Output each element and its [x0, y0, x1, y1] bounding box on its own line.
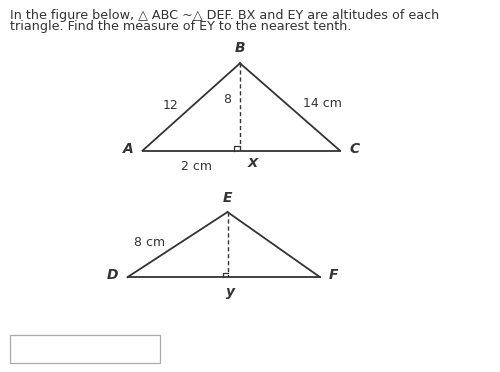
Text: triangle. Find the measure of EY to the nearest tenth.: triangle. Find the measure of EY to the … — [10, 20, 351, 33]
Text: X: X — [248, 157, 258, 170]
Text: C: C — [349, 142, 359, 156]
Text: y: y — [226, 285, 234, 299]
Text: 12: 12 — [163, 99, 178, 112]
Text: E: E — [223, 190, 232, 205]
Text: A: A — [122, 142, 134, 156]
Text: 2 cm: 2 cm — [180, 160, 212, 173]
Text: B: B — [234, 41, 246, 55]
Text: In the figure below, △ ABC ~△ DEF. BX and EY are altitudes of each: In the figure below, △ ABC ~△ DEF. BX an… — [10, 9, 440, 22]
Text: 8: 8 — [223, 93, 231, 106]
Text: F: F — [329, 268, 338, 282]
Text: 8 cm: 8 cm — [134, 236, 165, 249]
Text: 14 cm: 14 cm — [302, 97, 342, 110]
Bar — [10, 335, 160, 363]
Text: D: D — [107, 268, 118, 282]
